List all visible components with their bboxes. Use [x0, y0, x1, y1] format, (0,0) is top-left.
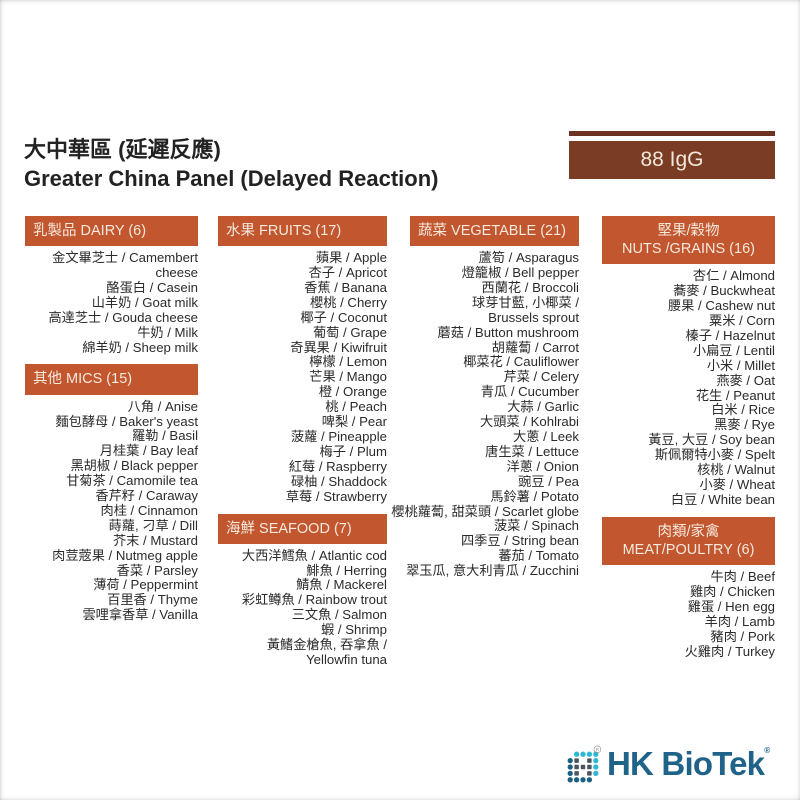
svg-text:R: R [596, 747, 599, 752]
